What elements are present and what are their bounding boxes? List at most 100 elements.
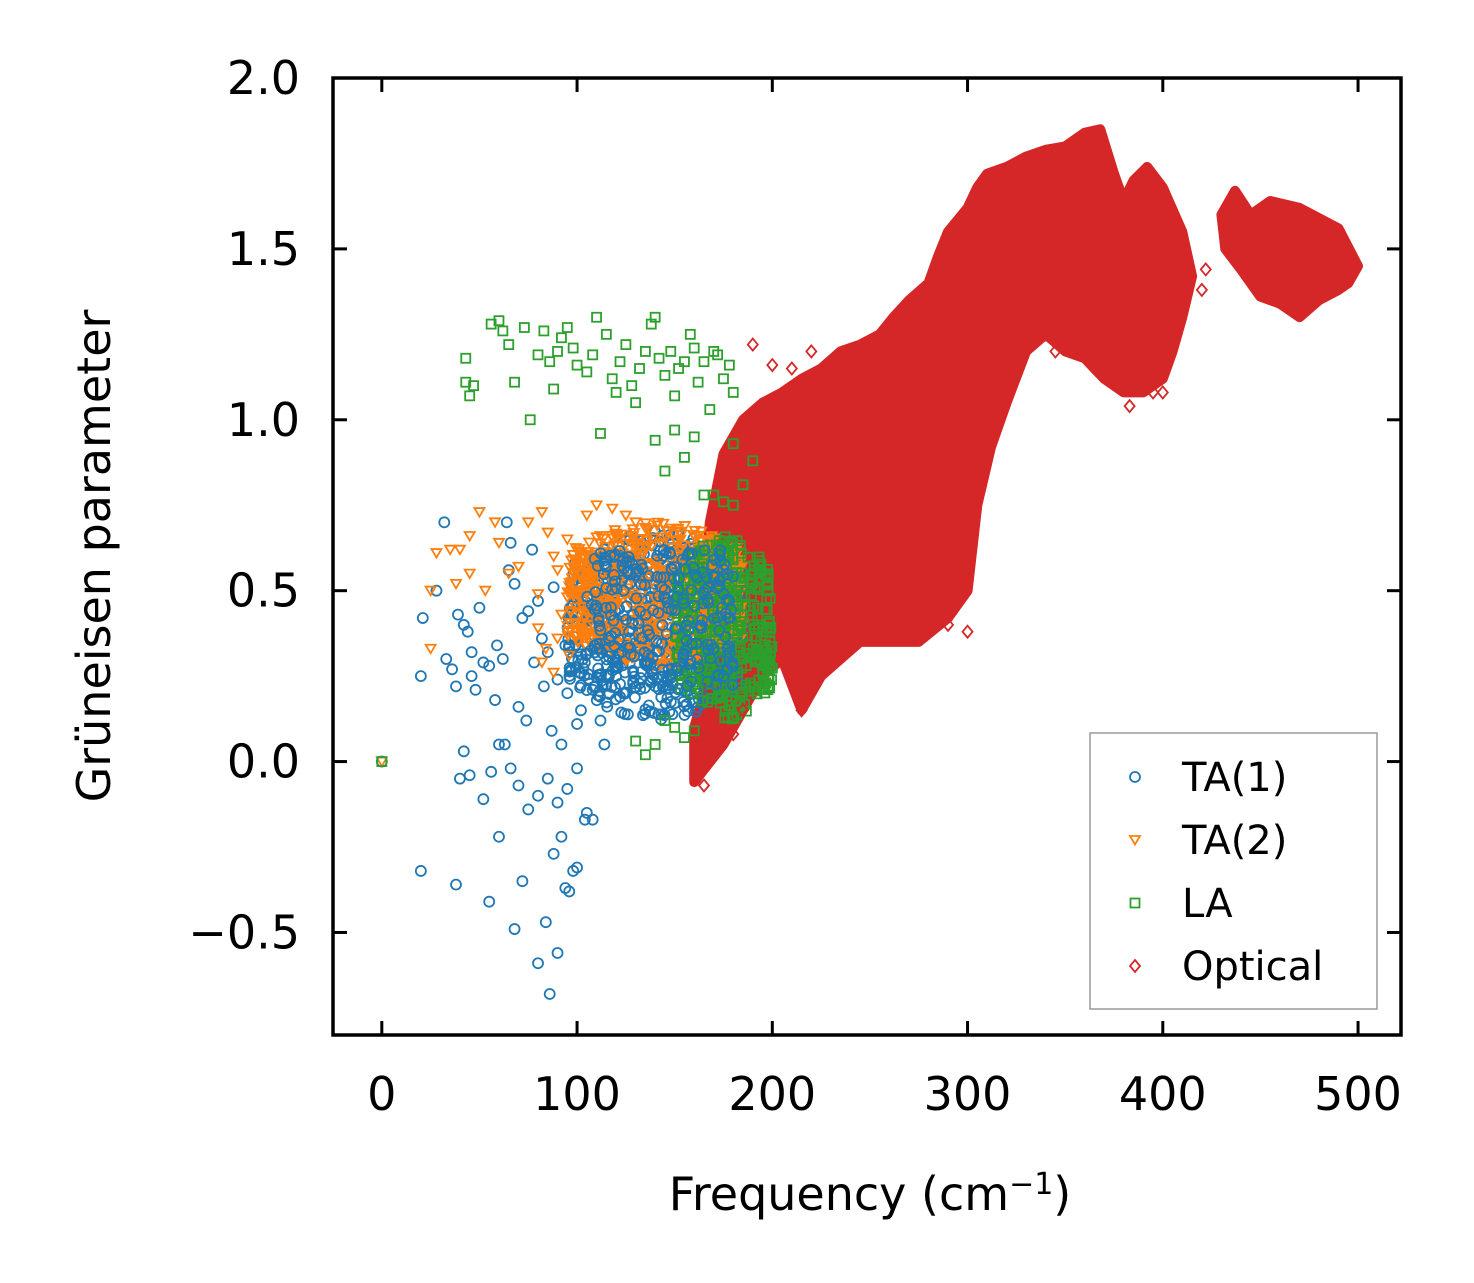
point-la [659, 465, 671, 477]
point-la [732, 646, 743, 658]
point-ta-1 [682, 615, 695, 627]
point-optical [863, 344, 877, 359]
point-ta-1 [572, 654, 585, 667]
point-ta-2 [511, 561, 526, 574]
point-ta-1 [446, 663, 459, 676]
point-ta-2 [676, 540, 690, 552]
point-ta-1 [681, 633, 693, 646]
point-optical [883, 330, 896, 346]
point-ta-1 [623, 625, 636, 638]
point-ta-2 [574, 569, 588, 581]
point-la [742, 551, 754, 563]
point-ta-2 [580, 510, 594, 522]
point-la [556, 332, 567, 344]
point-ta-1 [719, 631, 732, 643]
point-la [727, 387, 739, 398]
point-la [581, 366, 593, 378]
point-ta-1 [622, 641, 634, 654]
point-ta-1 [592, 614, 605, 627]
point-ta-1 [726, 657, 739, 670]
point-ta-2 [539, 643, 553, 656]
point-la [561, 322, 573, 333]
point-ta-1 [465, 646, 478, 659]
point-ta-1 [598, 738, 611, 751]
point-ta-1 [504, 536, 517, 549]
point-optical [1199, 261, 1212, 277]
point-ta-2 [564, 607, 578, 619]
point-ta-2 [627, 528, 641, 540]
point-ta-2 [560, 592, 574, 604]
point-ta-1 [723, 646, 736, 659]
point-ta-1 [586, 813, 599, 826]
point-la [518, 322, 530, 333]
point-ta-1 [713, 574, 726, 587]
point-ta-1 [522, 605, 535, 618]
point-ta-1 [600, 653, 613, 666]
point-la [653, 352, 665, 364]
point-ta-1 [726, 679, 739, 691]
point-la [610, 387, 622, 398]
point-la [727, 499, 739, 511]
point-ta-1 [539, 916, 552, 929]
point-ta-1 [663, 546, 676, 559]
point-ta-1 [658, 583, 671, 596]
point-ta-1 [714, 655, 727, 668]
point-ta-2 [502, 568, 516, 580]
legend-label-optical: Optical [1182, 944, 1323, 990]
point-la [727, 537, 739, 549]
point-la [620, 339, 632, 350]
point-la [745, 590, 757, 601]
point-ta-1 [679, 563, 692, 576]
point-ta-2 [670, 536, 684, 548]
point-ta-2 [688, 525, 702, 538]
point-ta-1 [655, 637, 668, 650]
point-ta-1 [532, 957, 544, 970]
point-la [571, 359, 583, 371]
point-optical [785, 361, 799, 376]
point-ta-2 [609, 601, 623, 613]
point-la [698, 356, 710, 368]
point-ta-2 [565, 577, 579, 589]
point-ta-1 [504, 762, 517, 775]
point-ta-1 [465, 670, 478, 683]
point-ta-1 [656, 663, 669, 676]
point-la [706, 626, 718, 638]
point-ta-2 [642, 524, 656, 536]
point-ta-1 [657, 571, 670, 584]
point-optical [1156, 385, 1169, 400]
point-ta-1 [512, 779, 525, 792]
point-la [698, 553, 710, 564]
point-la [634, 363, 645, 374]
point-ta-1 [677, 647, 690, 660]
point-ta-1 [680, 698, 693, 711]
plot-frame [331, 76, 1403, 1037]
point-ta-1 [532, 789, 544, 802]
optical-dense-region-1 [689, 124, 1198, 788]
point-ta-2 [563, 562, 577, 575]
point-ta-1 [639, 608, 652, 621]
point-ta-1 [461, 625, 474, 638]
point-ta-1 [673, 572, 685, 584]
point-optical [1049, 344, 1062, 359]
point-ta-1 [652, 607, 665, 619]
point-la [747, 649, 759, 661]
point-ta-1 [561, 687, 574, 700]
point-la [673, 363, 684, 374]
point-la [679, 451, 690, 463]
point-optical [844, 350, 857, 366]
point-la [753, 551, 765, 563]
point-ta-1 [607, 614, 620, 627]
point-ta-1 [671, 662, 684, 675]
point-ta-2 [561, 620, 575, 633]
point-la [626, 380, 638, 392]
point-ta-1 [600, 668, 613, 681]
point-ta-2 [554, 609, 569, 621]
legend-marker-ta-1 [1129, 771, 1141, 783]
point-ta-1 [580, 806, 593, 819]
point-ta-1 [636, 631, 648, 644]
point-ta-1 [589, 680, 602, 693]
point-ta-1 [652, 590, 665, 603]
point-la [639, 346, 651, 357]
point-la [704, 404, 716, 415]
point-ta-1 [592, 662, 605, 675]
